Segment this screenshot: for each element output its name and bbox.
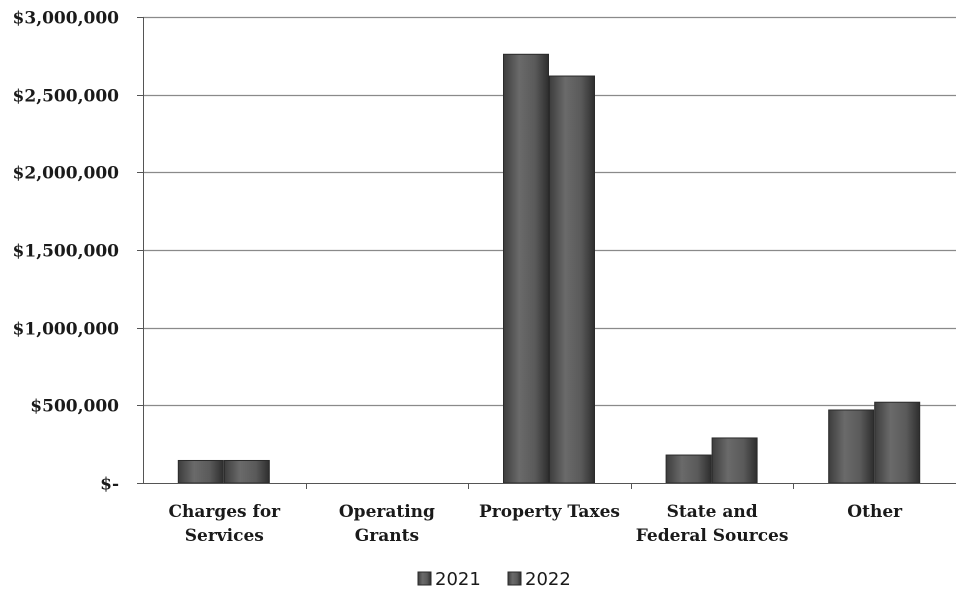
x-tick-label: Services [185,526,264,546]
legend: 2021 2022 [417,569,571,590]
legend-label-2022: 2022 [525,569,571,590]
x-tick-label: Other [847,502,903,522]
bar-2022-4 [874,401,921,484]
legend-swatch-2021 [417,571,432,586]
x-tick-label: Property Taxes [479,502,620,522]
bar-2022-3 [711,437,758,484]
x-tick-label: Operating [339,502,435,522]
y-tick-label: $500,000 [30,397,119,417]
y-tick-label: $2,000,000 [13,164,120,184]
y-tick-label: $1,000,000 [13,320,120,340]
y-tick-label: $2,500,000 [13,87,120,107]
y-tick-label: $- [100,475,119,495]
bars [177,53,921,484]
x-tick-label: Grants [355,526,419,546]
bar-2021-4 [828,409,875,484]
x-tick-label: Federal Sources [636,526,789,546]
legend-label-2021: 2021 [435,569,481,590]
y-tick-label: $3,000,000 [13,9,120,29]
bar-2021-0 [177,459,224,484]
x-tick-label: Charges for [168,502,281,522]
bar-2022-0 [223,459,270,484]
x-tick-label: State and [667,502,758,522]
legend-swatch-2022 [507,571,522,586]
bar-2021-3 [665,454,712,484]
bar-2022-2 [549,75,595,484]
y-axis: $- $500,000 $1,000,000 $1,500,000 $2,000,000… [13,9,144,495]
bar-2021-2 [503,53,549,484]
y-tick-label: $1,500,000 [13,242,120,262]
x-axis: Charges for Services Operating Grants Proper… [143,483,956,546]
